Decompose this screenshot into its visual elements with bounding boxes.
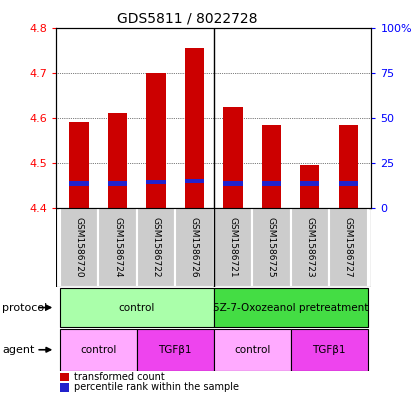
Text: percentile rank within the sample: percentile rank within the sample xyxy=(74,382,239,393)
Bar xyxy=(262,125,281,208)
Text: control: control xyxy=(119,303,155,312)
Text: control: control xyxy=(80,345,117,355)
Text: GSM1586724: GSM1586724 xyxy=(113,217,122,278)
Bar xyxy=(214,329,290,371)
Bar xyxy=(185,48,204,208)
Text: transformed count: transformed count xyxy=(74,372,165,382)
Bar xyxy=(69,181,89,185)
Text: 5Z-7-Oxozeanol pretreatment: 5Z-7-Oxozeanol pretreatment xyxy=(213,303,369,312)
Text: GSM1586721: GSM1586721 xyxy=(228,217,237,278)
Bar xyxy=(339,125,358,208)
Bar xyxy=(185,179,204,184)
Text: control: control xyxy=(234,345,271,355)
Text: GSM1586725: GSM1586725 xyxy=(267,217,276,278)
Text: GSM1586722: GSM1586722 xyxy=(151,217,161,278)
Text: GSM1586726: GSM1586726 xyxy=(190,217,199,278)
Bar xyxy=(214,208,252,287)
Bar xyxy=(146,180,166,184)
Bar xyxy=(300,165,320,208)
Bar xyxy=(98,208,137,287)
Text: GSM1586723: GSM1586723 xyxy=(305,217,315,278)
Bar xyxy=(223,107,243,208)
Text: TGFβ1: TGFβ1 xyxy=(159,345,192,355)
Bar xyxy=(60,329,137,371)
Bar xyxy=(300,181,320,185)
Text: agent: agent xyxy=(2,345,34,355)
Bar xyxy=(290,208,329,287)
Bar xyxy=(60,288,214,327)
Bar xyxy=(137,208,175,287)
Bar xyxy=(214,288,368,327)
Bar xyxy=(339,181,358,185)
Bar xyxy=(290,329,368,371)
Bar xyxy=(108,113,127,208)
Text: protocol: protocol xyxy=(2,303,47,312)
Text: GSM1586720: GSM1586720 xyxy=(75,217,83,278)
Bar xyxy=(69,123,89,208)
Text: GSM1586727: GSM1586727 xyxy=(344,217,353,278)
Bar xyxy=(60,208,98,287)
Bar xyxy=(108,181,127,185)
Text: TGFβ1: TGFβ1 xyxy=(312,345,346,355)
Bar xyxy=(223,181,243,185)
Bar xyxy=(137,329,214,371)
Bar xyxy=(329,208,368,287)
Bar xyxy=(175,208,214,287)
Bar xyxy=(146,73,166,208)
Text: GDS5811 / 8022728: GDS5811 / 8022728 xyxy=(117,12,257,26)
Bar xyxy=(262,181,281,185)
Bar xyxy=(252,208,290,287)
